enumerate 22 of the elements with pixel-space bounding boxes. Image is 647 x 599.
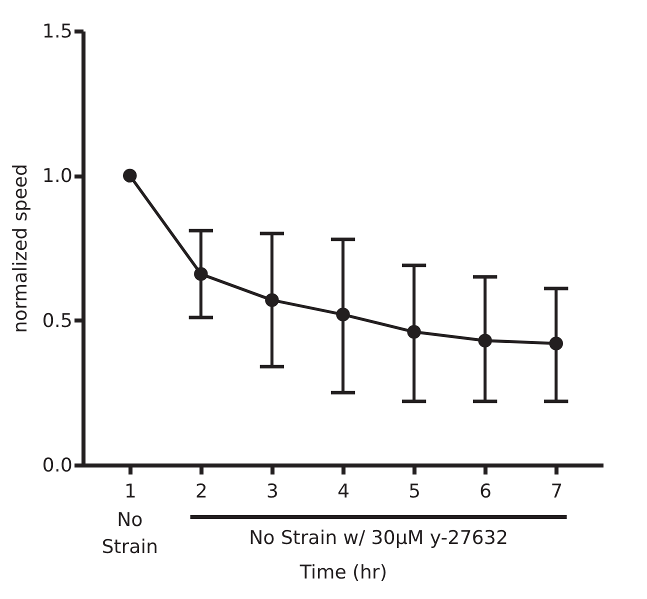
point: [549, 336, 564, 350]
x-tick-label: 7: [550, 480, 563, 502]
point: [265, 293, 279, 307]
x-axis-title: Time (hr): [298, 562, 388, 584]
x-tick-label: 6: [480, 480, 492, 502]
point: [478, 334, 492, 348]
text: No Strain w/ 30μM y-27632: [248, 527, 508, 549]
y-tick-label: 1.5: [42, 20, 72, 42]
x-tick-label: 2: [195, 480, 208, 502]
point: [194, 267, 208, 281]
x-tick-label: 1: [124, 480, 136, 502]
x-tick-label: 5: [408, 480, 421, 502]
y-tick-label: 1.0: [42, 165, 72, 188]
x-tick-label: 3: [266, 480, 279, 502]
text: No Strain: [102, 509, 158, 558]
x-tick-label: 4: [337, 480, 350, 502]
point: [407, 325, 421, 339]
point: [336, 308, 350, 322]
y-tick-label: 0.5: [42, 310, 72, 332]
point: [122, 168, 137, 183]
y-axis-title: normalized speed: [9, 164, 32, 334]
y-tick-label: 0.0: [42, 454, 72, 476]
